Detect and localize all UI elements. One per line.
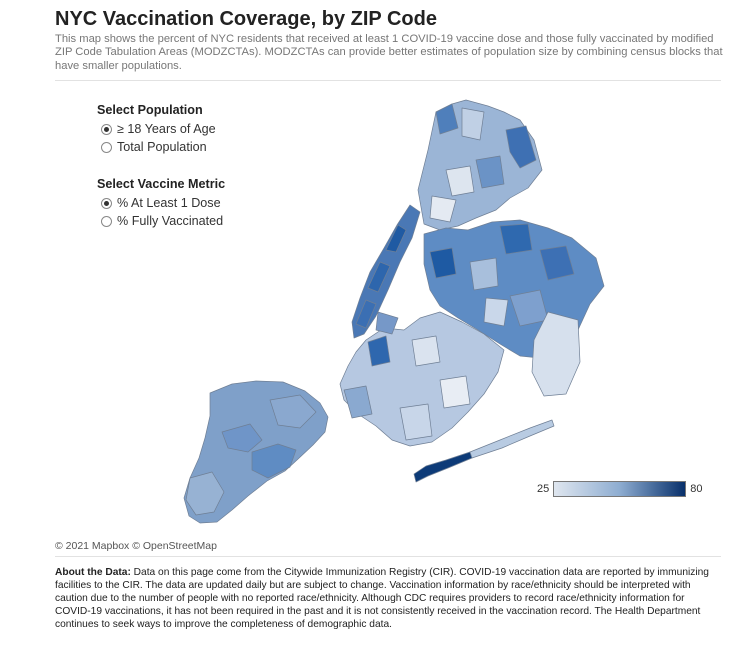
- about-text: Data on this page come from the Citywide…: [55, 567, 709, 630]
- nyc-zip-choropleth-map[interactable]: [0, 85, 735, 535]
- footer-divider: [55, 556, 721, 557]
- zip-area[interactable]: [367, 335, 391, 367]
- metric-selector: Select Vaccine Metric % At Least 1 Dose …: [97, 177, 225, 230]
- option-label: ≥ 18 Years of Age: [117, 122, 216, 136]
- zip-area[interactable]: [483, 297, 509, 327]
- zip-area[interactable]: [355, 299, 377, 329]
- radio-icon[interactable]: [101, 141, 112, 153]
- radio-selected-dot: [104, 200, 109, 206]
- zip-area[interactable]: [429, 247, 457, 279]
- zip-area[interactable]: [385, 224, 407, 253]
- zip-area[interactable]: [367, 261, 391, 293]
- zip-area[interactable]: [429, 195, 457, 223]
- population-option-adults[interactable]: ≥ 18 Years of Age: [97, 120, 216, 138]
- color-legend: 25 80: [537, 481, 703, 497]
- zip-area-rockaway-west[interactable]: [469, 419, 555, 459]
- about-the-data: About the Data: Data on this page come f…: [55, 566, 720, 631]
- zip-area[interactable]: [461, 107, 485, 141]
- radio-icon[interactable]: [101, 197, 112, 209]
- zip-area[interactable]: [269, 394, 317, 429]
- zip-area[interactable]: [445, 165, 475, 197]
- option-label: % At Least 1 Dose: [117, 196, 221, 210]
- map-attribution[interactable]: © 2021 Mapbox © OpenStreetMap: [55, 540, 217, 552]
- zip-area[interactable]: [185, 471, 225, 516]
- zip-area[interactable]: [411, 335, 441, 367]
- legend-max-label: 80: [690, 483, 703, 495]
- zip-area[interactable]: [505, 125, 537, 169]
- zip-area[interactable]: [531, 311, 581, 397]
- radio-selected-dot: [104, 126, 109, 132]
- zip-area[interactable]: [399, 403, 433, 441]
- radio-icon[interactable]: [101, 215, 112, 227]
- metric-heading: Select Vaccine Metric: [97, 177, 226, 191]
- about-label: About the Data:: [55, 567, 131, 578]
- zip-area[interactable]: [343, 385, 373, 419]
- zip-area[interactable]: [469, 257, 499, 291]
- legend-gradient-bar: [553, 481, 687, 497]
- header-divider: [55, 80, 721, 81]
- population-heading: Select Population: [97, 103, 203, 117]
- population-option-total[interactable]: Total Population: [97, 138, 216, 156]
- population-selector: Select Population ≥ 18 Years of Age Tota…: [97, 103, 216, 156]
- radio-icon[interactable]: [101, 123, 112, 135]
- zip-area-rockaway-east[interactable]: [413, 451, 473, 483]
- metric-option-one-dose[interactable]: % At Least 1 Dose: [97, 194, 225, 212]
- page-title: NYC Vaccination Coverage, by ZIP Code: [55, 8, 437, 30]
- zip-area[interactable]: [475, 155, 505, 189]
- option-label: Total Population: [117, 140, 207, 154]
- zip-area[interactable]: [375, 311, 399, 335]
- metric-option-fully[interactable]: % Fully Vaccinated: [97, 212, 225, 230]
- zip-area[interactable]: [499, 223, 533, 255]
- zip-area[interactable]: [435, 103, 459, 135]
- page-description: This map shows the percent of NYC reside…: [55, 33, 723, 72]
- zip-area[interactable]: [221, 423, 263, 453]
- option-label: % Fully Vaccinated: [117, 214, 224, 228]
- zip-area[interactable]: [439, 375, 471, 409]
- zip-area[interactable]: [539, 245, 575, 281]
- legend-min-label: 25: [537, 483, 550, 495]
- zip-area[interactable]: [251, 443, 297, 479]
